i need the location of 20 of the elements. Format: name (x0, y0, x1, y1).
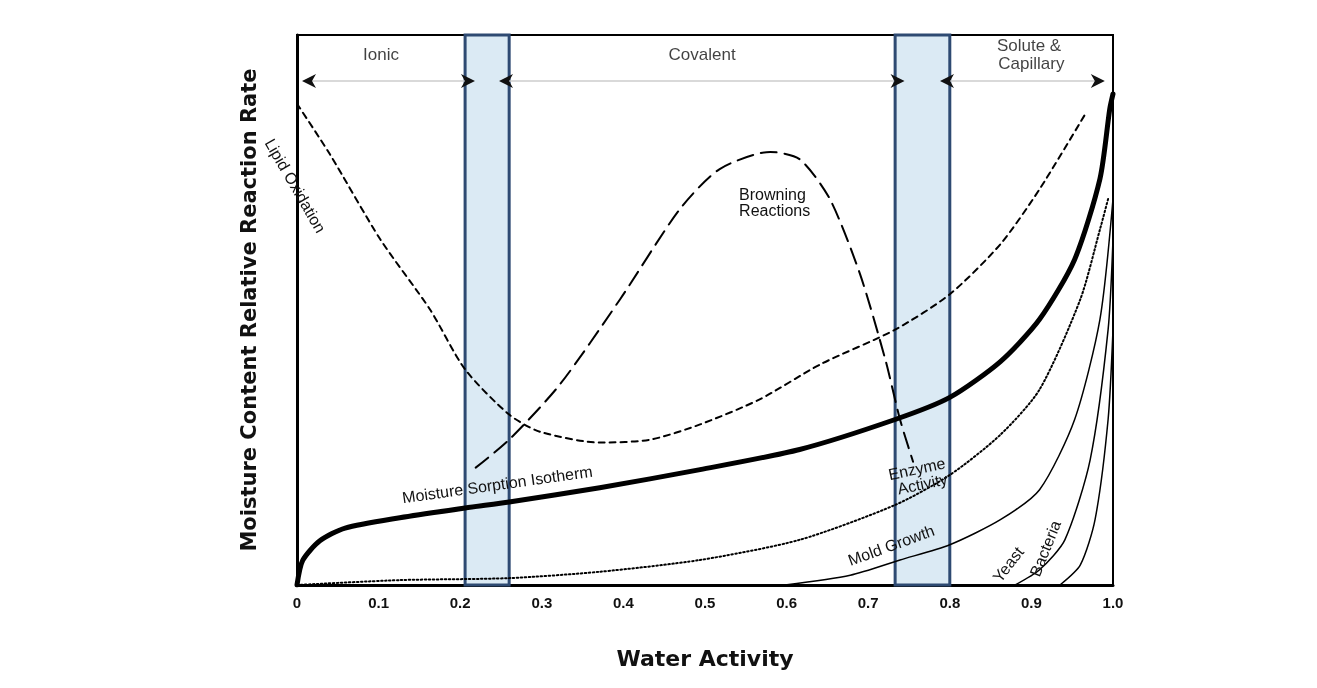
text: Ionic (363, 45, 400, 65)
x-tick-label: 0.6 (776, 594, 798, 611)
x-tick-label: 0.4 (612, 594, 635, 611)
x-tick-label: 0.1 (368, 594, 390, 611)
x-tick-label: 1.0 (1102, 594, 1124, 611)
text: Enzyme Activity (886, 453, 952, 498)
x-tick-label: 0.8 (939, 594, 961, 611)
x-tick-label: 0.2 (449, 594, 471, 611)
x-tick-label: 0.7 (857, 594, 879, 611)
text: Mold Growth (845, 521, 937, 569)
text: Moisture Sorption Isotherm (401, 462, 594, 507)
x-tick-label: 0 (292, 594, 302, 611)
y-axis-title: Moisture Content Relative Reaction Rate (237, 68, 261, 552)
x-tick-label: 0.5 (694, 594, 716, 611)
x-axis-title: Water Activity (616, 645, 794, 671)
x-tick-label: 0.9 (1020, 594, 1042, 611)
x-tick-label: 0.3 (531, 594, 553, 611)
text: Covalent (668, 45, 736, 65)
series-label: Browning Reactions (739, 185, 811, 219)
text: Solute & Capillary (996, 36, 1066, 74)
